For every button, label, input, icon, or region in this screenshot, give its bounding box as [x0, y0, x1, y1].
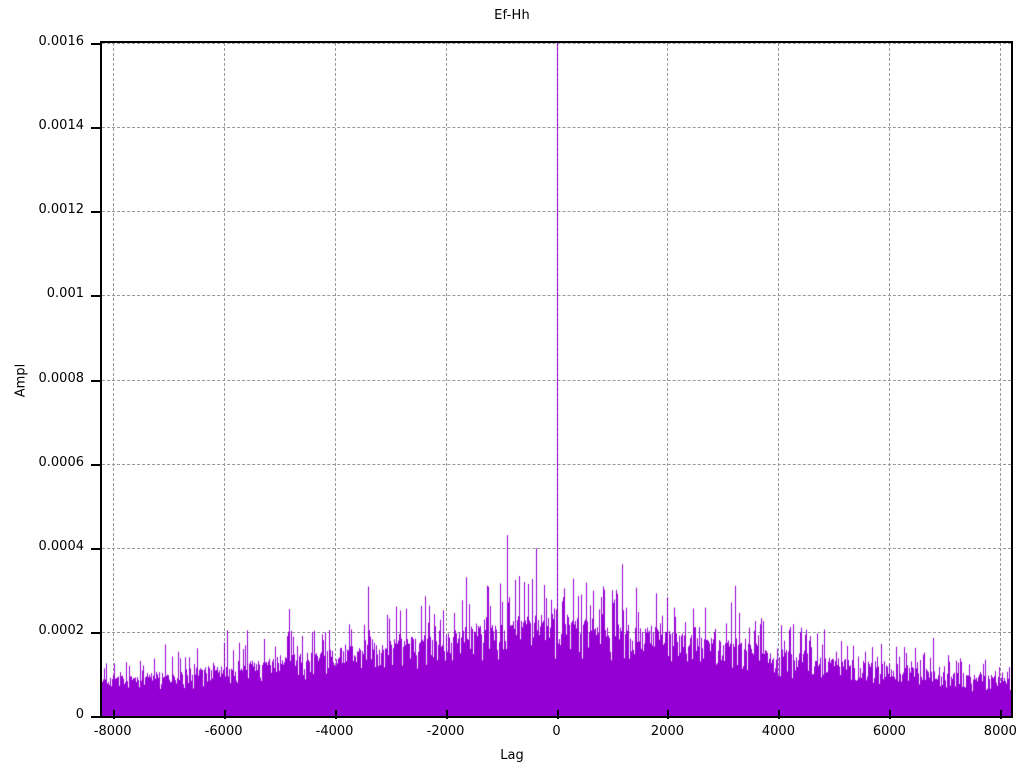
- y-tick-label: 0.0004: [38, 538, 85, 554]
- y-tick-mark: [91, 463, 100, 466]
- x-tick-mark: [445, 710, 448, 719]
- x-tick-label: -2000: [426, 724, 465, 739]
- y-tick-mark: [91, 43, 100, 45]
- x-tick-mark: [556, 710, 559, 719]
- y-tick-label: 0.0016: [38, 34, 85, 49]
- x-tick-mark: [1000, 710, 1003, 719]
- y-tick-label: 0.0002: [38, 622, 85, 638]
- y-tick-label: 0.0014: [38, 118, 85, 134]
- y-tick-label: 0.0012: [38, 202, 85, 218]
- y-tick-mark: [91, 295, 100, 298]
- x-tick-label: -6000: [204, 724, 243, 739]
- x-tick-label: -4000: [315, 724, 354, 739]
- x-tick-label: -8000: [93, 724, 132, 739]
- y-tick-mark: [91, 631, 100, 634]
- amplitude-series: [102, 43, 1011, 716]
- x-axis-label: Lag: [500, 748, 524, 763]
- y-tick-mark: [91, 547, 100, 550]
- y-tick-label: 0.0006: [38, 454, 85, 470]
- x-tick-label: 6000: [872, 724, 906, 739]
- x-tick-label: 8000: [983, 724, 1017, 739]
- chart-title: Ef-Hh: [494, 8, 530, 23]
- y-tick-label: 0: [75, 707, 84, 722]
- x-tick-mark: [334, 710, 337, 719]
- y-tick-mark: [91, 211, 100, 214]
- x-tick-label: 4000: [761, 724, 795, 739]
- x-tick-mark: [112, 710, 115, 719]
- y-tick-label: 0.0008: [38, 370, 85, 386]
- x-tick-mark: [223, 710, 226, 719]
- x-tick-mark: [889, 710, 892, 719]
- x-tick-label: 0: [552, 724, 561, 739]
- x-tick-label: 2000: [650, 724, 684, 739]
- y-tick-label: 0.001: [46, 286, 84, 302]
- y-tick-mark: [91, 716, 100, 718]
- y-tick-mark: [91, 127, 100, 130]
- x-tick-mark: [778, 710, 781, 719]
- y-tick-mark: [91, 379, 100, 382]
- x-tick-mark: [667, 710, 670, 719]
- plot-area: [100, 41, 1013, 718]
